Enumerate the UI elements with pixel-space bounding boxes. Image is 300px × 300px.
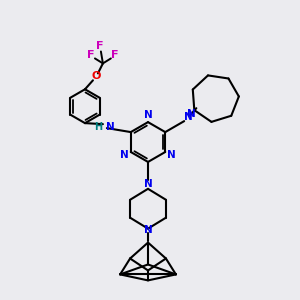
Text: F: F (96, 41, 104, 52)
Text: N: N (144, 110, 152, 120)
Text: F: F (111, 50, 118, 60)
Text: N: N (144, 225, 152, 235)
Text: N: N (106, 122, 115, 132)
Text: N: N (187, 109, 196, 119)
Text: O: O (91, 71, 101, 81)
Text: N: N (184, 112, 193, 122)
Text: N: N (167, 151, 176, 160)
Text: N: N (120, 151, 129, 160)
Text: N: N (144, 179, 152, 189)
Text: H: H (94, 122, 102, 132)
Text: F: F (87, 50, 95, 60)
